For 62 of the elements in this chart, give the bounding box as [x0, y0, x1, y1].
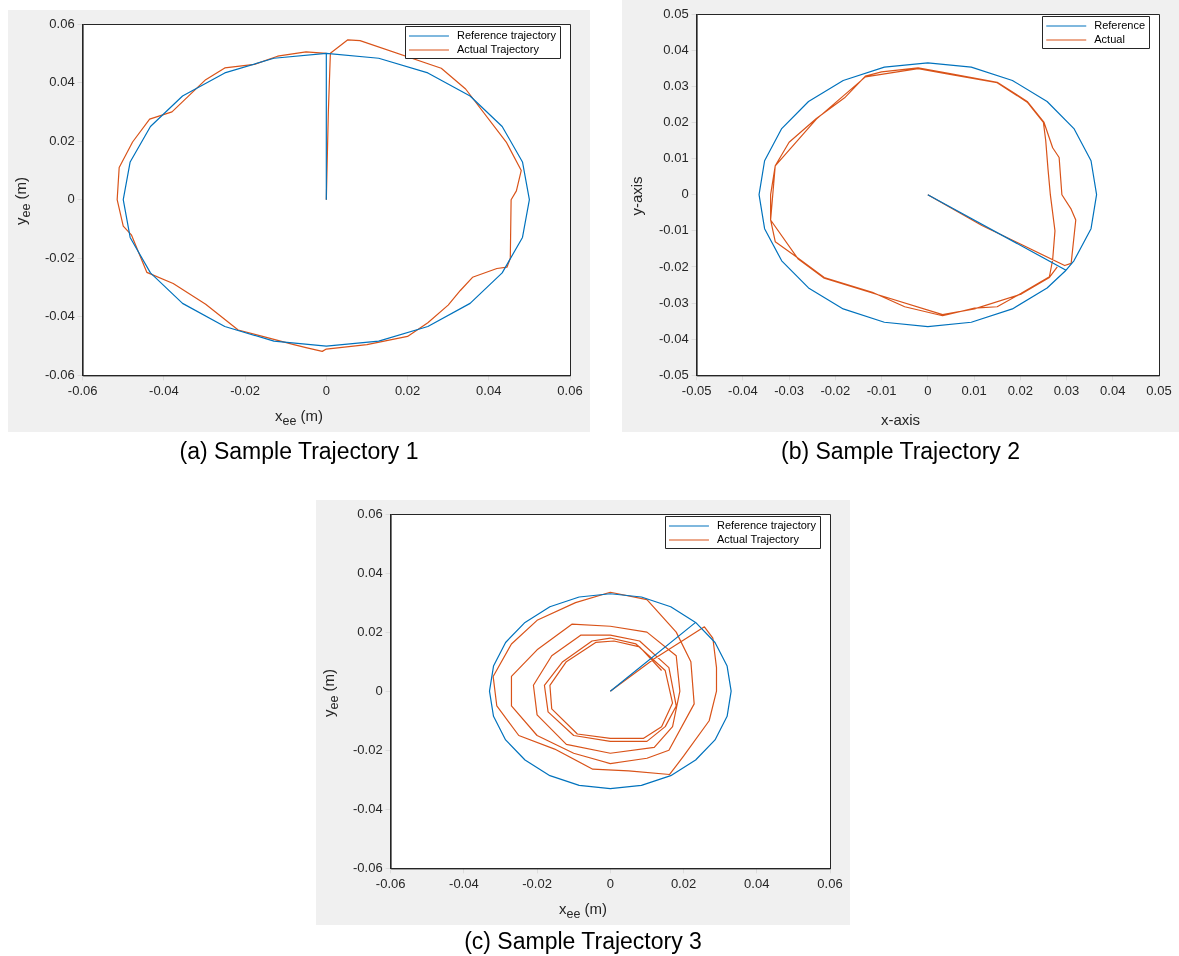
legend-label: Reference trajectory	[456, 29, 557, 42]
x-tick-label: -0.06	[67, 382, 98, 398]
y-tick-label: -0.03	[658, 294, 689, 310]
y-tick-label: 0.02	[663, 114, 689, 129]
x-tick-label: 0.06	[817, 875, 843, 891]
x-axis-title: x$_{ee}$ (m)	[273, 407, 325, 428]
x-tick-label: 0.06	[557, 382, 583, 398]
y-tick-label: 0.02	[49, 132, 75, 148]
y-tick-label: 0.06	[357, 505, 383, 521]
x-tick-label: -0.04	[149, 382, 179, 398]
x-tick-label: 0.02	[394, 382, 421, 398]
x-tick-label: -0.02	[820, 382, 851, 398]
x-tick-label: 0.04	[476, 382, 502, 398]
text: (b) Sample Trajectory 2	[780, 438, 1021, 465]
y-tick-label: -0.04	[44, 308, 75, 324]
x-tick-label: -0.02	[522, 875, 552, 891]
y-tick-label: -0.02	[352, 741, 383, 757]
y-tick-label: -0.04	[658, 330, 689, 346]
y-tick-label: 0.04	[49, 74, 75, 90]
y-tick-label: 0.05	[663, 5, 689, 21]
x-axis-title: x-axis	[879, 411, 922, 428]
x-tick-label: -0.04	[449, 875, 479, 891]
y-tick-label: 0	[681, 186, 689, 202]
y-tick-label: -0.06	[44, 366, 75, 382]
y-tick-label: 0.04	[357, 564, 383, 580]
legend-label: Actual Trajectory	[456, 43, 540, 56]
legend-label: Actual	[1094, 33, 1125, 46]
y-tick-label: 0	[375, 682, 383, 698]
y-tick-label: 0.01	[663, 150, 689, 166]
y-tick-label: -0.06	[352, 859, 383, 875]
x-tick-label: 0.04	[1100, 382, 1126, 398]
y-tick-label: 0.04	[663, 41, 689, 57]
y-tick-label: -0.02	[44, 249, 75, 265]
x-axis-title: x$_{ee}$ (m)	[557, 900, 609, 921]
x-tick-label: -0.06	[375, 875, 406, 891]
y-tick-label: -0.01	[658, 222, 689, 238]
legend-label: Reference trajectory	[716, 519, 817, 532]
x-tick-label: 0	[924, 382, 932, 398]
y-tick-label: 0.03	[663, 77, 689, 93]
legend-label: Reference	[1094, 19, 1146, 32]
y-tick-label: 0.02	[357, 623, 383, 639]
text: (c) Sample Trajectory 3	[463, 928, 703, 955]
x-tick-label: 0.05	[1146, 382, 1172, 398]
x-tick-label: 0	[606, 875, 614, 891]
x-tick-label: 0.04	[744, 875, 770, 891]
legend-label: Actual Trajectory	[716, 533, 800, 546]
x-tick-label: -0.03	[774, 382, 804, 398]
text: (a) Sample Trajectory 1	[178, 438, 420, 465]
y-tick-label: -0.02	[658, 258, 689, 274]
y-axis-title: y-axis	[627, 176, 645, 216]
y-tick-label: -0.05	[658, 366, 689, 382]
x-tick-label: -0.02	[230, 382, 260, 398]
y-tick-label: 0	[67, 191, 75, 207]
x-tick-label: -0.01	[866, 382, 897, 398]
x-tick-label: 0.01	[961, 382, 987, 398]
x-tick-label: 0.03	[1053, 382, 1080, 398]
y-tick-label: -0.04	[352, 800, 383, 816]
x-tick-label: -0.04	[728, 382, 758, 398]
y-tick-label: 0.06	[49, 15, 75, 31]
x-tick-label: 0.02	[1007, 382, 1033, 398]
x-tick-label: 0	[322, 382, 330, 398]
x-tick-label: -0.05	[681, 382, 712, 398]
